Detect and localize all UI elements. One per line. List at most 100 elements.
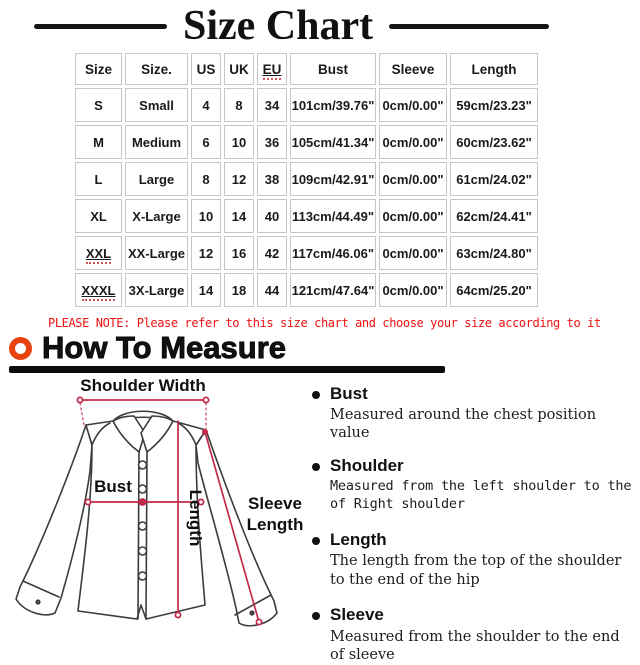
cell-text: 12 [231, 171, 247, 187]
table-cell: 62cm/24.41" [450, 199, 538, 233]
size-chart-table: Size Size. US UK EU Bust Sleeve Length S… [72, 50, 541, 310]
table-row-xl: XL X-Large 10 14 40 113cm/44.49" 0cm/0.0… [75, 199, 538, 233]
table-cell: 38 [257, 162, 287, 196]
cell-text: 59cm/23.23" [456, 97, 532, 113]
cell-text: 62cm/24.41" [456, 208, 532, 224]
col-header-size: Size [75, 53, 122, 85]
cell-text: XXL [85, 245, 112, 264]
table-cell: 16 [224, 236, 254, 270]
table-cell: XXL [75, 236, 122, 270]
table-cell: 14 [191, 273, 221, 307]
table-cell: Small [125, 88, 188, 122]
table-cell: 12 [191, 236, 221, 270]
col-header-label: Length [471, 61, 517, 77]
table-cell: 8 [191, 162, 221, 196]
table-cell: S [75, 88, 122, 122]
heading-underline-bar [9, 365, 445, 373]
table-row-xxl: XXL XX-Large 12 16 42 117cm/46.06" 0cm/0… [75, 236, 538, 270]
sleeve-length-line [204, 430, 260, 623]
table-cell: Medium [125, 125, 188, 159]
table-cell: 12 [224, 162, 254, 196]
cell-text: Medium [131, 134, 182, 150]
item-label: Bust [330, 383, 368, 403]
table-cell: 3X-Large [125, 273, 188, 307]
cell-text: X-Large [132, 208, 181, 224]
table-cell: XXXL [75, 273, 122, 307]
table-cell: 109cm/42.91" [290, 162, 376, 196]
cell-text: S [94, 97, 103, 113]
table-cell: 40 [257, 199, 287, 233]
cell-text: 3X-Large [128, 282, 185, 298]
cell-text: 113cm/44.49" [291, 208, 375, 224]
cell-text: 64cm/25.20" [456, 282, 532, 298]
table-cell: 34 [257, 88, 287, 122]
col-header-size-name: Size. [125, 53, 188, 85]
bullet-icon [312, 612, 320, 621]
list-item-body: Shoulder Measured from the left shoulder… [330, 456, 634, 513]
table-cell: 6 [191, 125, 221, 159]
measurement-lines [76, 396, 263, 625]
title-block: Size Chart [0, 5, 640, 47]
size-note: PLEASE NOTE: Please refer to this size c… [48, 316, 601, 330]
item-description: Measured from the shoulder to the end of… [330, 628, 620, 664]
cell-text: 8 [235, 97, 243, 113]
cell-text: 60cm/23.62" [456, 134, 532, 150]
cell-text: 14 [231, 208, 247, 224]
bust-label: Bust [94, 477, 132, 496]
table-cell: 4 [191, 88, 221, 122]
cell-text: 63cm/24.80" [456, 245, 532, 261]
col-header-label: Sleeve [391, 61, 435, 77]
cell-text: XXXL [81, 282, 116, 301]
table-cell: 0cm/0.00" [379, 162, 447, 196]
cell-text: 38 [264, 171, 280, 187]
table-cell: XX-Large [125, 236, 188, 270]
item-description: The length from the top of the shoulder … [330, 553, 622, 588]
bullet-icon [312, 536, 320, 545]
table-cell: 8 [224, 88, 254, 122]
cell-text: 18 [231, 282, 247, 298]
cell-text: 101cm/39.76" [291, 97, 375, 113]
shirt-outline [15, 410, 278, 627]
measure-heading: How To Measure [42, 330, 287, 365]
col-header-label: Size [84, 61, 112, 77]
item-label: Length [330, 529, 387, 549]
measure-heading-block: How To Measure [9, 330, 640, 365]
cell-text: 40 [264, 208, 280, 224]
cell-text: 0cm/0.00" [382, 208, 444, 224]
cell-text: XL [90, 208, 107, 224]
table-cell: 60cm/23.62" [450, 125, 538, 159]
list-item-length: Length The length from the top of the sh… [312, 530, 634, 589]
cell-text: Large [138, 171, 175, 187]
cell-text: 8 [202, 171, 210, 187]
col-header-eu: EU [257, 53, 287, 85]
sleeve-length-label-line2: Length [247, 515, 304, 534]
col-header-length: Length [450, 53, 538, 85]
cell-text: 36 [264, 134, 280, 150]
cell-text: 6 [202, 134, 210, 150]
table-cell: 121cm/47.64" [290, 273, 376, 307]
shirt-measurement-diagram: Shoulder Width Bust Length Sleeve Length [15, 376, 304, 627]
cell-text: 16 [231, 245, 247, 261]
list-item-shoulder: Shoulder Measured from the left shoulder… [312, 456, 634, 513]
cell-text: 10 [198, 208, 214, 224]
cell-text: 121cm/47.64" [291, 282, 375, 298]
table-cell: X-Large [125, 199, 188, 233]
table-cell: 59cm/23.23" [450, 88, 538, 122]
item-label: Sleeve [330, 605, 384, 625]
table-cell: 42 [257, 236, 287, 270]
cell-text: 4 [202, 97, 210, 113]
title-rule-right [389, 23, 550, 29]
table-cell: 63cm/24.80" [450, 236, 538, 270]
list-item-bust: Bust Measured around the chest position … [312, 384, 634, 443]
table-row-xxxl: XXXL 3X-Large 14 18 44 121cm/47.64" 0cm/… [75, 273, 538, 307]
cell-text: 61cm/24.02" [456, 171, 532, 187]
cell-text: 12 [198, 245, 214, 261]
table-cell: 0cm/0.00" [379, 88, 447, 122]
col-header-label: US [196, 61, 216, 77]
col-header-us: US [191, 53, 221, 85]
table-cell: 64cm/25.20" [450, 273, 538, 307]
list-item-body: Length The length from the top of the sh… [330, 530, 634, 589]
item-description: Measured from the left shoulder to the o… [330, 478, 632, 512]
cell-text: 42 [264, 245, 280, 261]
cell-text: 14 [198, 282, 214, 298]
